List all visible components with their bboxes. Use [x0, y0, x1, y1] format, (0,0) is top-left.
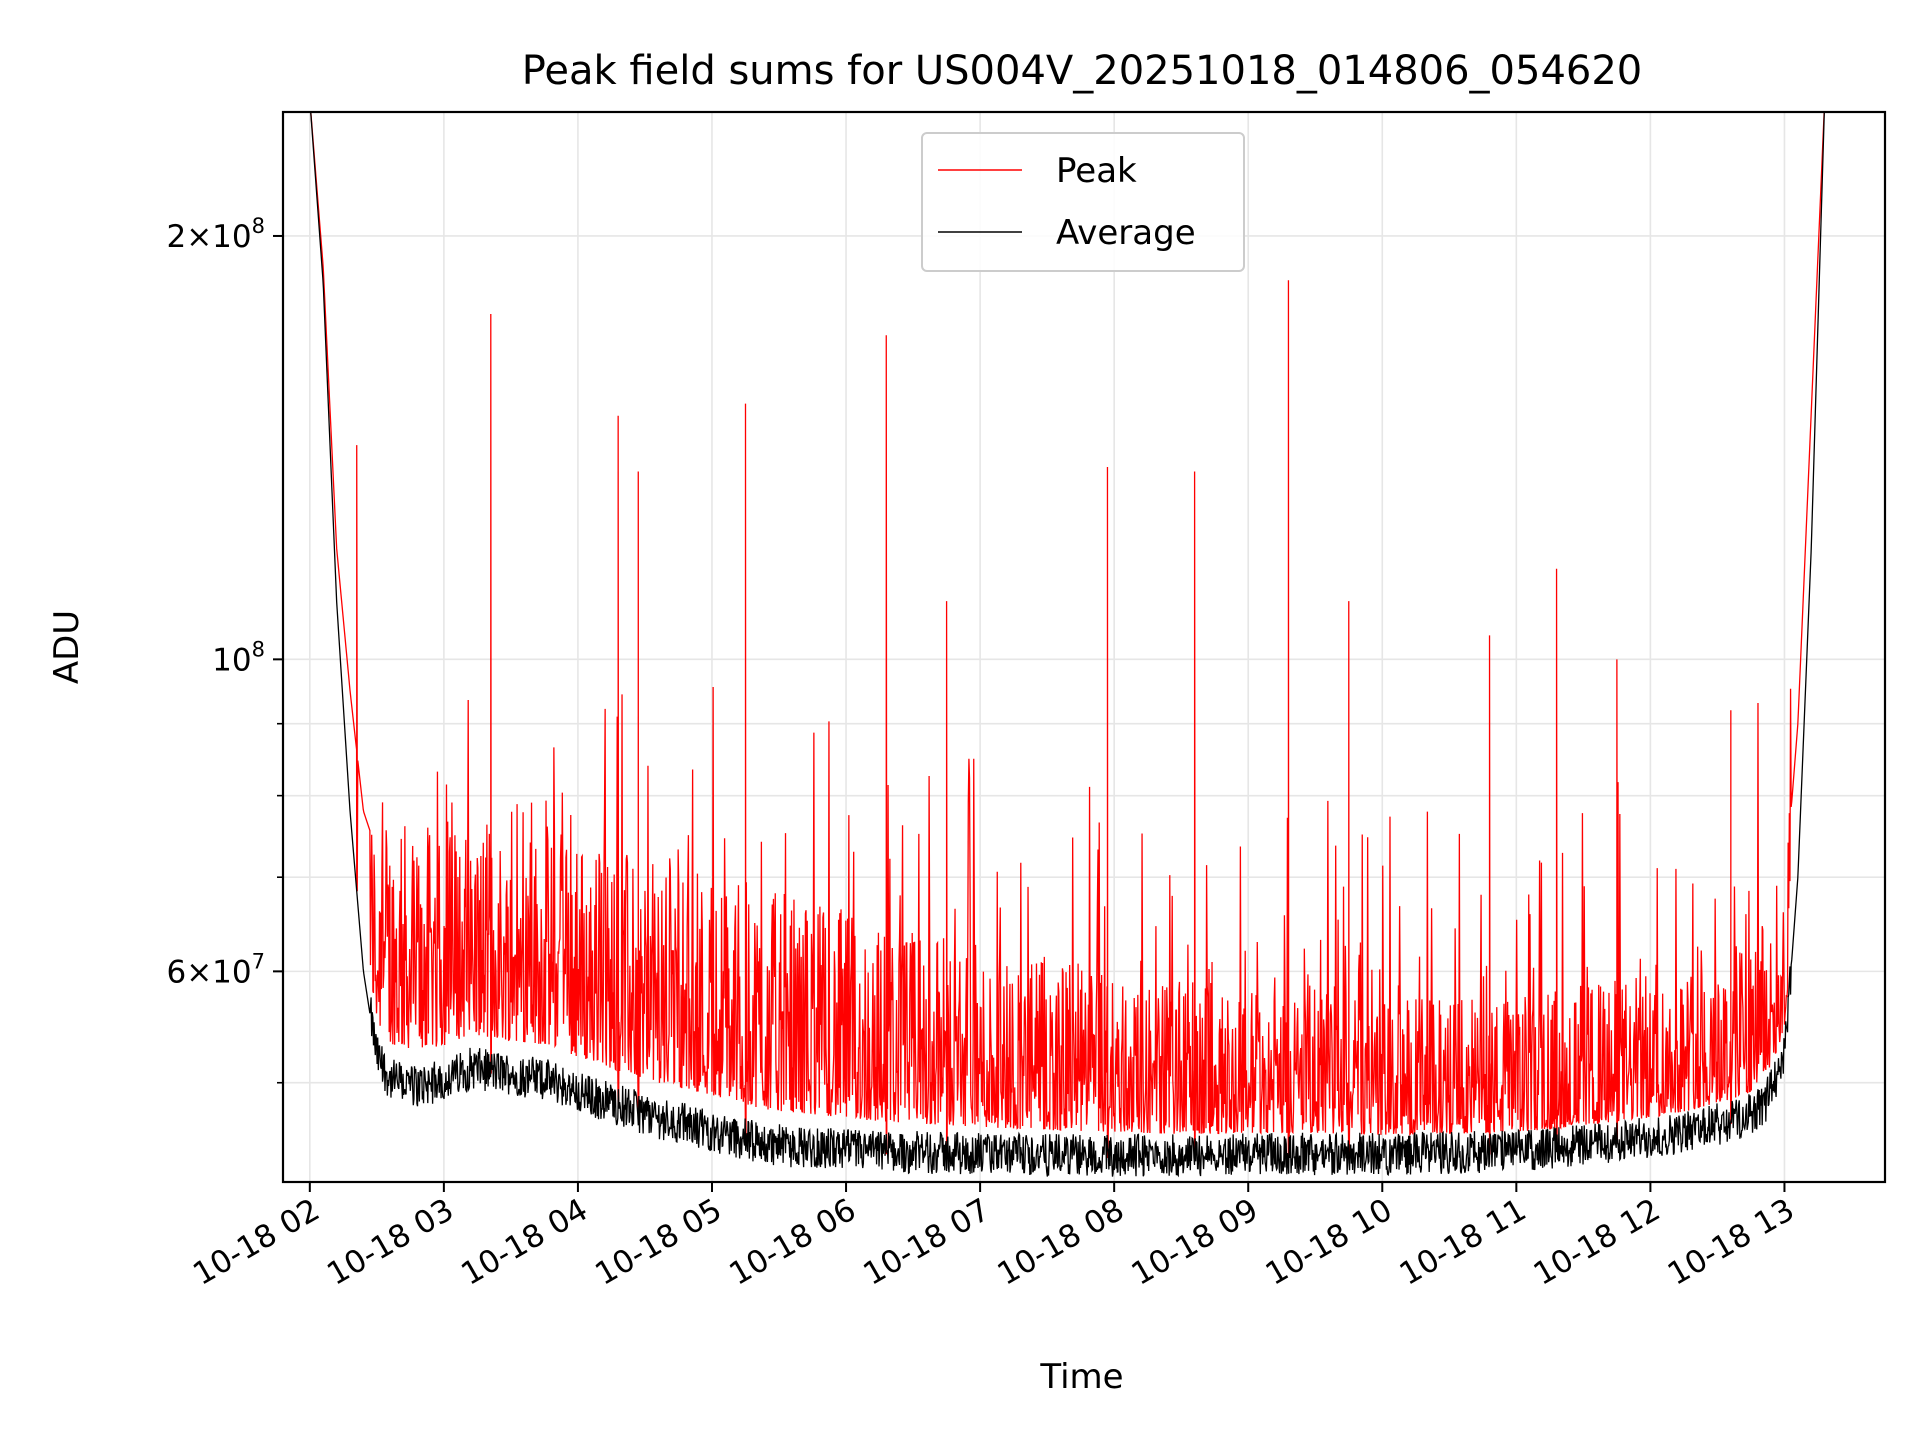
y-axis-label: ADU	[47, 610, 87, 684]
legend-label-average: Average	[1056, 213, 1196, 253]
series-clip-group	[310, 112, 1825, 1178]
legend-label-peak: Peak	[1056, 151, 1137, 191]
chart-title: Peak field sums for US004V_20251018_0148…	[522, 48, 1643, 94]
plot-frame	[281, 110, 1887, 1184]
legend-frame	[921, 132, 1245, 272]
series-line-average	[310, 112, 1825, 1178]
y-tick-label: 108	[212, 637, 265, 678]
y-axis: 6×107 108 2×108	[166, 214, 283, 1084]
x-axis-label: Time	[1039, 1357, 1123, 1397]
legend: Peak Average	[921, 132, 1245, 272]
y-tick-label: 2×108	[166, 214, 265, 255]
series-area	[310, 112, 1825, 1178]
y-tick-label: 6×107	[166, 949, 265, 990]
series-line-peak	[310, 112, 1825, 1159]
